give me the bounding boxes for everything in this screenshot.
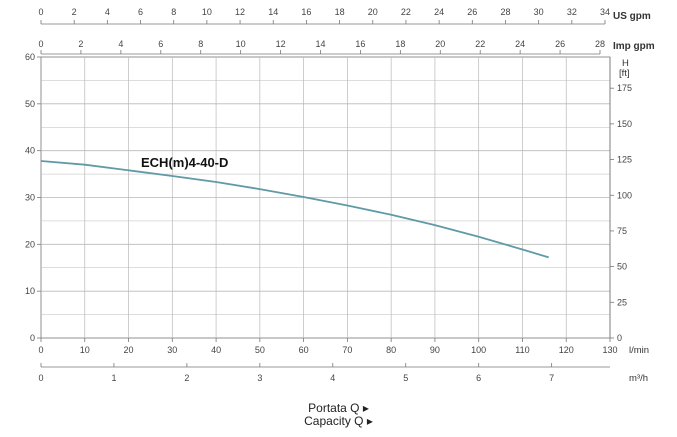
tick-label: 10: [25, 286, 35, 296]
tick-label: 25: [617, 297, 627, 307]
tick-label: 26: [555, 39, 565, 49]
curves: [40, 160, 549, 259]
axis-unit: [ft]: [619, 68, 630, 79]
caption-capacity: Capacity Q ▸: [304, 414, 373, 428]
tick-label: 4: [118, 39, 123, 49]
tick-label: 7: [549, 373, 554, 383]
axis-unit: m³/h: [629, 373, 648, 384]
grid: [40, 56, 611, 339]
head-m-axis: 0 10 20 30 40 50 60: [25, 52, 41, 343]
tick-label: 34: [600, 7, 610, 17]
tick-label: 4: [330, 373, 335, 383]
tick-label: 10: [202, 7, 212, 17]
tick-label: 6: [138, 7, 143, 17]
tick-label: 20: [435, 39, 445, 49]
tick-label: 24: [434, 7, 444, 17]
tick-label: 30: [25, 193, 35, 203]
tick-label: 18: [395, 39, 405, 49]
tick-label: 18: [335, 7, 345, 17]
imp-gpm-axis: 0 2 4 6 8 10 12 14 16 18 20 22 24 26 28 Imp gpm: [38, 39, 655, 55]
tick-label: 150: [617, 119, 632, 129]
tick-label: 20: [25, 239, 35, 249]
axis-unit: Imp gpm: [613, 41, 655, 52]
head-ft-axis: 0 25 50 75 100 125 150 175 H[ft]: [609, 57, 632, 343]
series-line: [40, 160, 549, 259]
tick-label: 0: [38, 373, 43, 383]
tick-label: 175: [617, 83, 632, 93]
axis-unit: l/min: [629, 345, 649, 356]
tick-label: 16: [355, 39, 365, 49]
tick-label: 24: [515, 39, 525, 49]
tick-label: 40: [211, 345, 221, 355]
tick-label: 14: [268, 7, 278, 17]
tick-label: 90: [430, 345, 440, 355]
tick-label: 50: [617, 262, 627, 272]
tick-label: 10: [236, 39, 246, 49]
tick-label: 12: [276, 39, 286, 49]
tick-label: 20: [368, 7, 378, 17]
tick-label: 50: [255, 345, 265, 355]
tick-label: 80: [386, 345, 396, 355]
tick-label: 8: [198, 39, 203, 49]
tick-label: 0: [617, 333, 622, 343]
tick-label: 2: [184, 373, 189, 383]
tick-label: 4: [105, 7, 110, 17]
tick-label: 5: [403, 373, 408, 383]
tick-label: 22: [475, 39, 485, 49]
tick-label: 6: [476, 373, 481, 383]
tick-label: 32: [567, 7, 577, 17]
tick-label: 2: [78, 39, 83, 49]
axis-unit: H: [622, 58, 629, 69]
tick-label: 30: [167, 345, 177, 355]
tick-label: 16: [301, 7, 311, 17]
us-gpm-axis: 0 2 4 6 8 10 12 14 16 18 20 22 24 26 28 30 32 34 US gpm: [38, 7, 651, 25]
tick-label: 125: [617, 155, 632, 165]
tick-label: 20: [124, 345, 134, 355]
tick-label: 50: [25, 99, 35, 109]
tick-label: 3: [257, 373, 262, 383]
tick-label: 0: [38, 39, 43, 49]
tick-label: 8: [171, 7, 176, 17]
tick-label: 40: [25, 146, 35, 156]
tick-label: 6: [158, 39, 163, 49]
flow-m3h-axis: 0 1 2 3 4 5 6 7 m³/h: [38, 363, 648, 384]
flow-lmin-axis: 0 10 20 30 40 50 60 70 80 90 100 110 120 130 l/min: [38, 338, 649, 356]
tick-label: 60: [25, 52, 35, 62]
tick-label: 30: [534, 7, 544, 17]
series-label: ECH(m)4-40-D: [141, 155, 228, 170]
tick-label: 1: [111, 373, 116, 383]
tick-label: 120: [559, 345, 574, 355]
tick-label: 130: [602, 345, 617, 355]
tick-label: 22: [401, 7, 411, 17]
tick-label: 60: [299, 345, 309, 355]
tick-label: 70: [342, 345, 352, 355]
tick-label: 100: [617, 190, 632, 200]
tick-label: 100: [471, 345, 486, 355]
tick-label: 2: [72, 7, 77, 17]
tick-label: 0: [38, 7, 43, 17]
tick-label: 14: [315, 39, 325, 49]
caption-portata: Portata Q ▸: [308, 401, 369, 415]
tick-label: 0: [30, 333, 35, 343]
tick-label: 0: [38, 345, 43, 355]
axis-unit: US gpm: [613, 11, 651, 22]
tick-label: 26: [467, 7, 477, 17]
tick-label: 110: [515, 345, 529, 355]
tick-label: 28: [595, 39, 605, 49]
tick-label: 12: [235, 7, 245, 17]
tick-label: 75: [617, 226, 627, 236]
tick-label: 28: [500, 7, 510, 17]
tick-label: 10: [80, 345, 90, 355]
